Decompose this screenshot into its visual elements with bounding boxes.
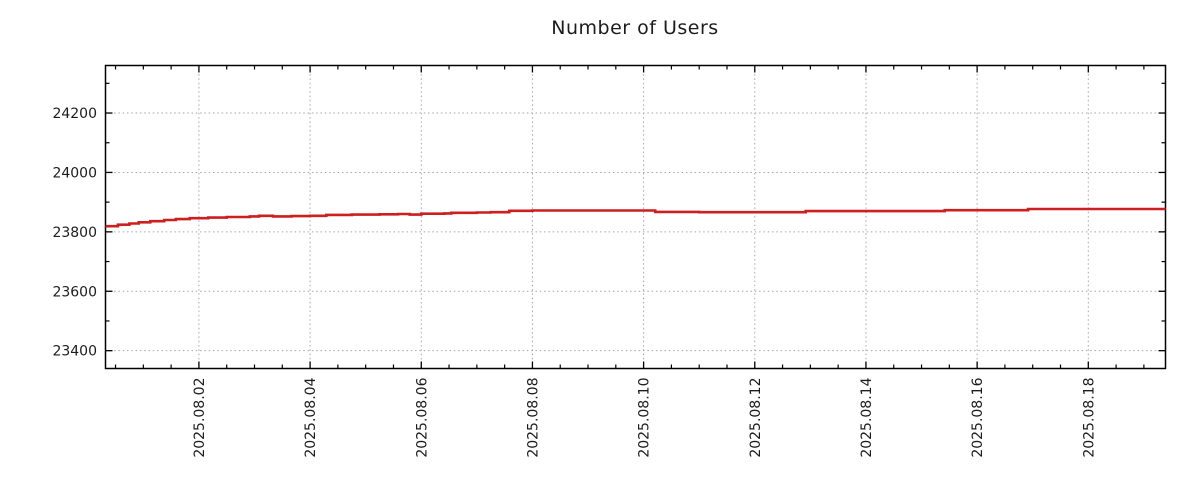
y-axis-tick-label: 23600 [52, 284, 97, 300]
y-axis-tick-label: 23400 [52, 344, 97, 360]
series-line-users [105, 207, 1166, 228]
y-axis-tick-label: 24000 [52, 165, 97, 181]
plot-border [104, 64, 1167, 370]
x-axis-tick-label: 2025.08.10 [637, 378, 653, 458]
chart-title: Number of Users [551, 17, 719, 39]
x-axis-tick-label: 2025.08.14 [859, 377, 875, 457]
x-axis-tick-label: 2025.08.16 [970, 377, 986, 457]
x-axis-tick-label: 2025.08.08 [525, 378, 541, 458]
x-axis-tick-label: 2025.08.06 [414, 377, 430, 457]
y-axis-tick-label: 24200 [52, 106, 97, 122]
x-axis-tick-label: 2025.08.04 [303, 377, 319, 457]
x-axis-tick-label: 2025.08.02 [192, 378, 208, 458]
x-axis-tick-label: 2025.08.18 [1081, 378, 1097, 458]
x-axis-tick-label: 2025.08.12 [748, 378, 764, 458]
y-axis-tick-label: 23800 [52, 225, 97, 241]
